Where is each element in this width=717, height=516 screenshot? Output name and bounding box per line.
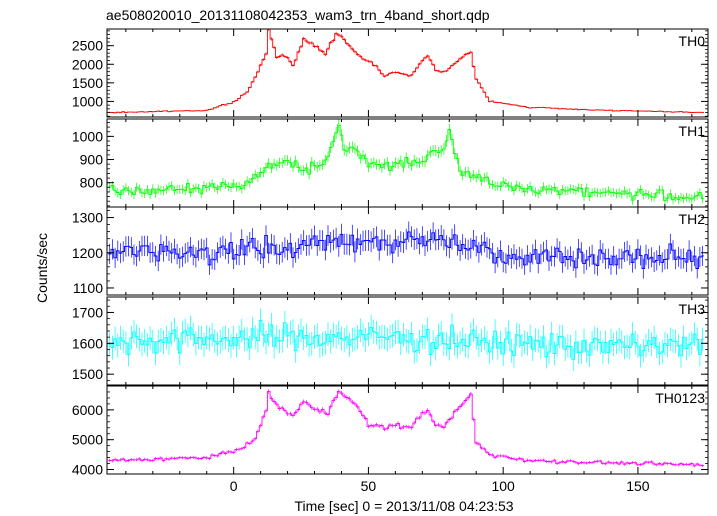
panel-label-TH3: TH3 (679, 301, 706, 317)
y-tick-label: 2000 (72, 56, 103, 72)
panel-TH2-frame (106, 206, 709, 296)
series-TH1-line (108, 124, 704, 201)
y-tick-label: 1500 (72, 366, 103, 382)
panel-TH3-frame (106, 296, 709, 386)
series-TH0-line (108, 28, 704, 114)
series-TH0123-line (108, 391, 704, 467)
series-TH2-line (108, 231, 704, 270)
y-tick-label: 1100 (73, 280, 103, 296)
x-axis-label: Time [sec] 0 = 2013/11/08 04:23:53 (294, 498, 513, 514)
y-tick-label: 900 (80, 152, 104, 168)
y-tick-label: 4000 (72, 462, 103, 478)
y-tick-label: 1300 (72, 210, 103, 226)
series-TH3-line (108, 319, 704, 360)
panel-TH0-frame (106, 28, 709, 118)
chart-title: ae508020010_20131108042353_wam3_trn_4ban… (106, 7, 490, 23)
y-tick-label: 2500 (72, 38, 103, 54)
y-tick-label: 1600 (72, 335, 103, 351)
x-tick-label: 50 (361, 478, 377, 494)
y-tick-label: 6000 (72, 402, 103, 418)
x-tick-label: 100 (491, 478, 515, 494)
y-tick-label: 1200 (72, 245, 103, 261)
panel-label-TH0123: TH0123 (655, 390, 705, 406)
panel-label-TH2: TH2 (679, 211, 706, 227)
panel-TH0123-frame (106, 385, 709, 475)
y-tick-label: 1000 (72, 128, 103, 144)
panel-label-TH0: TH0 (679, 33, 706, 49)
x-tick-label: 150 (626, 478, 650, 494)
y-axis-label: Counts/sec (34, 233, 50, 303)
y-tick-label: 1500 (72, 75, 103, 91)
y-tick-label: 1700 (72, 304, 103, 320)
panel-label-TH1: TH1 (679, 123, 706, 139)
y-tick-label: 800 (80, 175, 104, 191)
x-tick-label: 0 (230, 478, 238, 494)
y-tick-label: 1000 (72, 93, 103, 109)
y-tick-label: 5000 (72, 432, 103, 448)
